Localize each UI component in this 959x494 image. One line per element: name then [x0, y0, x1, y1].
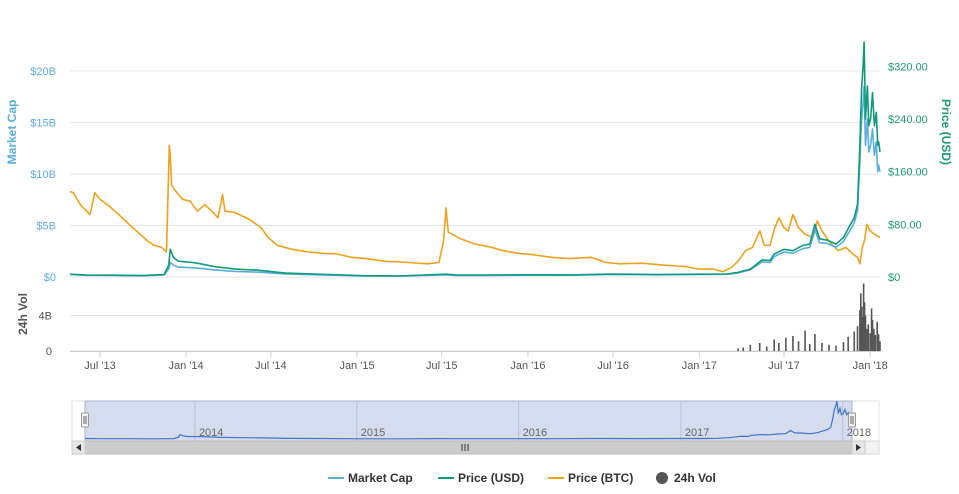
volume-bar[interactable]: [853, 331, 856, 351]
volume-bar[interactable]: [778, 343, 780, 351]
volume-axis: 0 4B: [39, 311, 52, 359]
x-axis-tick-label: Jan '15: [339, 360, 374, 372]
volume-tick-label: 4B: [39, 311, 52, 323]
volume-bar[interactable]: [869, 333, 871, 351]
navigator-series-line: [84, 401, 853, 440]
legend-item-volume[interactable]: 24h Vol: [656, 471, 716, 485]
legend-item-price-btc[interactable]: Price (BTC): [548, 471, 633, 485]
main-plot-area[interactable]: [69, 41, 881, 277]
legend-marker-circle: [656, 472, 668, 484]
arrow-left-icon: [76, 444, 81, 451]
market-cap-tick-label: $20B: [30, 66, 56, 78]
volume-bar[interactable]: [808, 343, 811, 351]
volume-tick-label: 0: [46, 346, 52, 358]
volume-bar[interactable]: [860, 306, 863, 351]
market-cap-tick-label: $5B: [36, 220, 56, 232]
legend-label: Price (USD): [458, 471, 524, 485]
range-navigator[interactable]: 2014 2015 2016 2017 2018: [71, 400, 880, 442]
legend-item-price-usd[interactable]: Price (USD): [438, 471, 524, 485]
volume-bar[interactable]: [864, 315, 867, 352]
legend-label: Price (BTC): [568, 471, 633, 485]
price-usd-tick-label: $0: [888, 272, 900, 284]
volume-bar[interactable]: [742, 347, 745, 351]
volume-bar[interactable]: [866, 328, 868, 351]
navigator-handle-grip[interactable]: [848, 412, 856, 428]
volume-bar[interactable]: [758, 343, 761, 351]
price-usd-tick-label: $160.00: [888, 167, 928, 179]
volume-bar[interactable]: [877, 334, 880, 351]
volume-bar[interactable]: [773, 339, 775, 351]
price-usd-tick-label: $80.00: [888, 219, 922, 231]
legend-item-market-cap[interactable]: Market Cap: [328, 471, 413, 485]
series-line-price-btc[interactable]: [69, 144, 881, 273]
navigator-scrollbar[interactable]: [71, 440, 880, 455]
legend-label: 24h Vol: [674, 471, 716, 485]
legend: Market Cap Price (USD) Price (BTC) 24h Vol: [328, 471, 716, 485]
volume-bar[interactable]: [861, 317, 864, 351]
series-line-market-cap[interactable]: [69, 85, 881, 277]
volume-bar[interactable]: [867, 324, 870, 351]
price-usd-tick-label: $240.00: [888, 114, 928, 126]
volume-bar[interactable]: [828, 344, 830, 351]
volume-bar[interactable]: [842, 342, 845, 351]
navigator-handle[interactable]: [848, 412, 856, 428]
volume-bar[interactable]: [859, 310, 861, 351]
volume-bar[interactable]: [873, 328, 875, 351]
navigator-year-label: 2015: [361, 427, 385, 439]
market-cap-tick-label: $15B: [30, 117, 56, 129]
x-axis-tick-label: Jul '15: [426, 360, 457, 372]
navigator-year-label: 2018: [847, 427, 871, 439]
price-usd-tick-label: $320.00: [888, 61, 928, 73]
x-axis-tick-label: Jan '16: [510, 360, 545, 372]
volume-bar[interactable]: [765, 346, 768, 351]
market-cap-tick-label: $10B: [30, 169, 56, 181]
x-axis-tick-label: Jan '14: [169, 360, 204, 372]
legend-label: Market Cap: [348, 471, 413, 485]
volume-bar[interactable]: [874, 335, 877, 351]
navigator-handle[interactable]: [81, 412, 89, 428]
volume-bar[interactable]: [835, 345, 837, 351]
volume-bar[interactable]: [797, 341, 800, 351]
price-usd-axis: $0 $80.00 $160.00 $240.00 $320.00: [888, 61, 928, 284]
navigator-year-label: 2016: [523, 427, 547, 439]
volume-bar[interactable]: [862, 283, 865, 351]
volume-bar[interactable]: [863, 302, 866, 351]
x-axis-tick-label: Jul '14: [255, 360, 286, 372]
volume-bar[interactable]: [785, 337, 787, 351]
volume-bar[interactable]: [847, 336, 849, 351]
volume-bar[interactable]: [821, 343, 823, 351]
volume-bar[interactable]: [870, 308, 873, 351]
volume-bar[interactable]: [856, 326, 859, 351]
x-axis: Jul '13 Jan '14 Jul '14 Jan '15 Jul '15 Jan '…: [70, 351, 888, 372]
market-cap-axis-title: Market Cap: [5, 100, 19, 165]
market-cap-tick-label: $0: [44, 272, 56, 284]
volume-plot-area[interactable]: [737, 283, 881, 352]
x-axis-tick-label: Jul '16: [597, 360, 628, 372]
price-usd-axis-title: Price (USD): [939, 99, 953, 165]
x-axis-tick-label: Jan '18: [853, 360, 888, 372]
volume-bar[interactable]: [860, 293, 862, 351]
volume-bar[interactable]: [879, 341, 881, 351]
volume-bar[interactable]: [804, 330, 806, 351]
x-axis-tick-label: Jan '17: [682, 360, 717, 372]
navigator-year-label: 2017: [685, 427, 709, 439]
arrow-right-icon: [856, 444, 861, 451]
navigator-year-label: 2014: [199, 427, 223, 439]
main-plot-gridlines: [70, 70, 880, 352]
x-axis-tick-label: Jul '13: [84, 360, 115, 372]
volume-bar[interactable]: [749, 344, 752, 351]
volume-bar[interactable]: [792, 335, 794, 351]
volume-bar[interactable]: [871, 319, 874, 351]
navigator-handle-grip[interactable]: [81, 412, 89, 428]
volume-bar[interactable]: [876, 321, 878, 351]
volume-bar[interactable]: [737, 348, 739, 351]
x-axis-tick-label: Jul '17: [768, 360, 799, 372]
market-cap-axis: $0 $5B $10B $15B $20B: [30, 66, 56, 284]
series-line-price-usd[interactable]: [69, 41, 881, 277]
volume-bar[interactable]: [814, 334, 816, 351]
volume-axis-title: 24h Vol: [16, 293, 30, 335]
